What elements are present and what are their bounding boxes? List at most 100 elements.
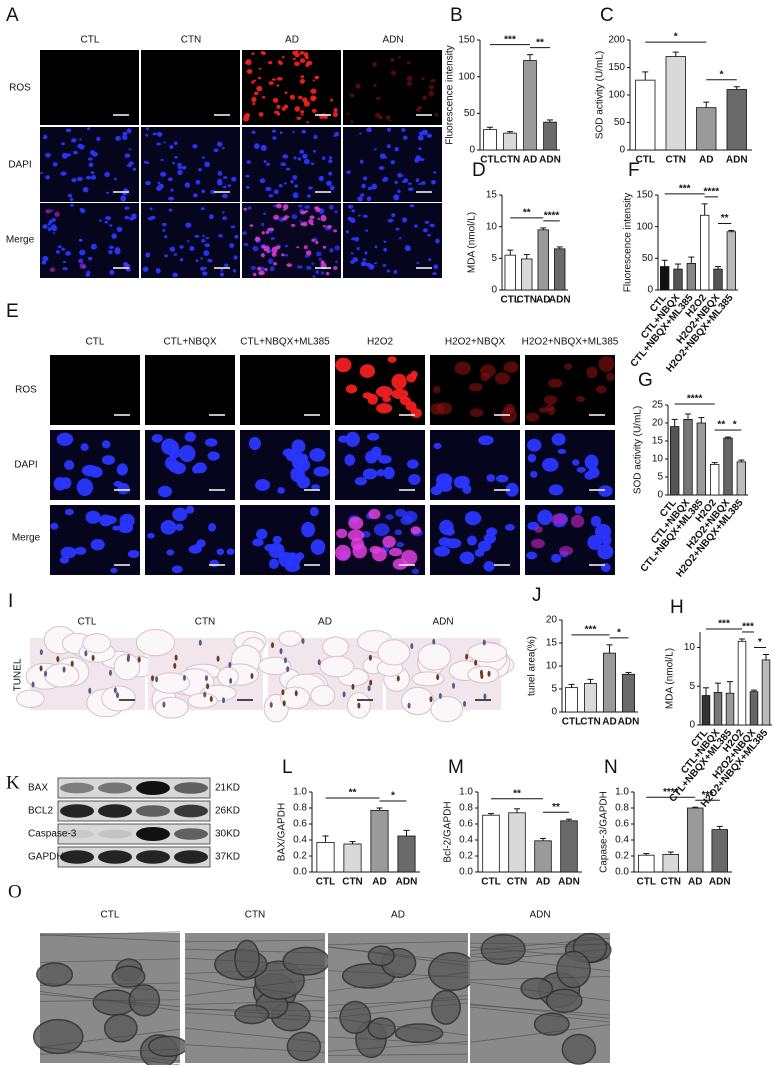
cell (227, 184, 232, 187)
cell (486, 474, 496, 482)
cell (292, 130, 295, 133)
cell (275, 245, 281, 250)
cell (216, 548, 225, 556)
cell (105, 216, 112, 221)
cell (303, 158, 310, 165)
cell (260, 144, 267, 152)
cell (334, 245, 340, 251)
cell (400, 174, 404, 177)
muscle-fiber (258, 656, 292, 676)
cell (124, 206, 130, 210)
tile-background (50, 355, 140, 425)
significance-label: *** (742, 622, 754, 633)
cell (438, 537, 451, 547)
x-tick-label: ADN (726, 155, 748, 166)
significance-label: ** (349, 788, 357, 799)
cell (282, 217, 288, 221)
cell (286, 553, 301, 567)
muscle-fiber (217, 666, 239, 687)
cell (177, 165, 182, 170)
mitochondrion (111, 965, 146, 988)
image-tile (50, 355, 140, 425)
fiber (184, 957, 326, 967)
y-axis-label: Capase-3/GAPDH (599, 791, 610, 873)
y-tick-label: 0.2 (615, 851, 629, 862)
blot-band (98, 804, 132, 818)
cell (51, 218, 56, 222)
cell (45, 209, 52, 214)
cell (115, 135, 121, 141)
cell (330, 98, 334, 102)
image-tile (242, 50, 341, 125)
fiber (39, 999, 181, 1002)
cell (261, 96, 266, 99)
bar (504, 254, 516, 291)
cell (345, 384, 358, 394)
fiber (184, 1044, 326, 1053)
x-tick-label: AD (372, 877, 386, 888)
cell (265, 230, 269, 234)
cell (152, 132, 157, 136)
blot-strip (57, 823, 211, 845)
cell (333, 229, 338, 233)
muscle-fiber (417, 642, 452, 671)
y-tick-label: 0.8 (615, 803, 629, 814)
x-tick-label: CTL (480, 155, 499, 166)
cell (264, 267, 268, 272)
cell (304, 205, 310, 210)
muscle-fiber (154, 696, 189, 719)
nucleus (269, 701, 273, 708)
cell (250, 265, 256, 270)
cell (388, 119, 392, 122)
nucleus (368, 654, 372, 661)
cell (168, 460, 182, 473)
label: CTN (181, 35, 202, 46)
cell (178, 445, 196, 463)
fiber (39, 1048, 181, 1055)
mitochondrion (545, 988, 583, 1013)
cell (276, 112, 281, 116)
cell (167, 177, 173, 182)
nucleus (174, 654, 178, 661)
muscle-fiber (187, 692, 218, 709)
y-tick-label: 1.0 (615, 787, 629, 798)
cell (253, 143, 260, 150)
nucleus (62, 666, 66, 673)
nucleus (301, 638, 305, 645)
bar (638, 854, 655, 873)
cell (362, 176, 368, 181)
cell (459, 551, 475, 565)
cell (161, 222, 167, 227)
cell (204, 243, 211, 248)
cell (201, 156, 205, 159)
significance-label: ** (721, 213, 729, 224)
cell (86, 270, 91, 276)
nucleus (294, 690, 298, 697)
fiber (39, 931, 181, 936)
tile-background (242, 127, 341, 202)
cell (378, 166, 385, 170)
cell (415, 108, 421, 112)
bar (711, 829, 728, 873)
cell (298, 204, 303, 208)
cell (200, 207, 205, 211)
cell (116, 463, 128, 476)
cell (280, 162, 287, 167)
cell (348, 516, 364, 530)
cell (294, 184, 299, 188)
label: DAPI (14, 460, 37, 471)
cell (366, 127, 372, 133)
cell (364, 251, 368, 255)
cell (201, 239, 206, 243)
bar (701, 695, 711, 726)
cell (462, 484, 472, 494)
cell (273, 189, 279, 195)
fiber (39, 1028, 181, 1048)
cell (221, 147, 225, 150)
cell (418, 147, 422, 151)
nucleus (351, 683, 355, 690)
nucleus (465, 653, 469, 660)
muscle-fiber (101, 685, 136, 712)
y-axis-label: Fluorescence intensity (445, 45, 456, 145)
cell (221, 193, 228, 199)
